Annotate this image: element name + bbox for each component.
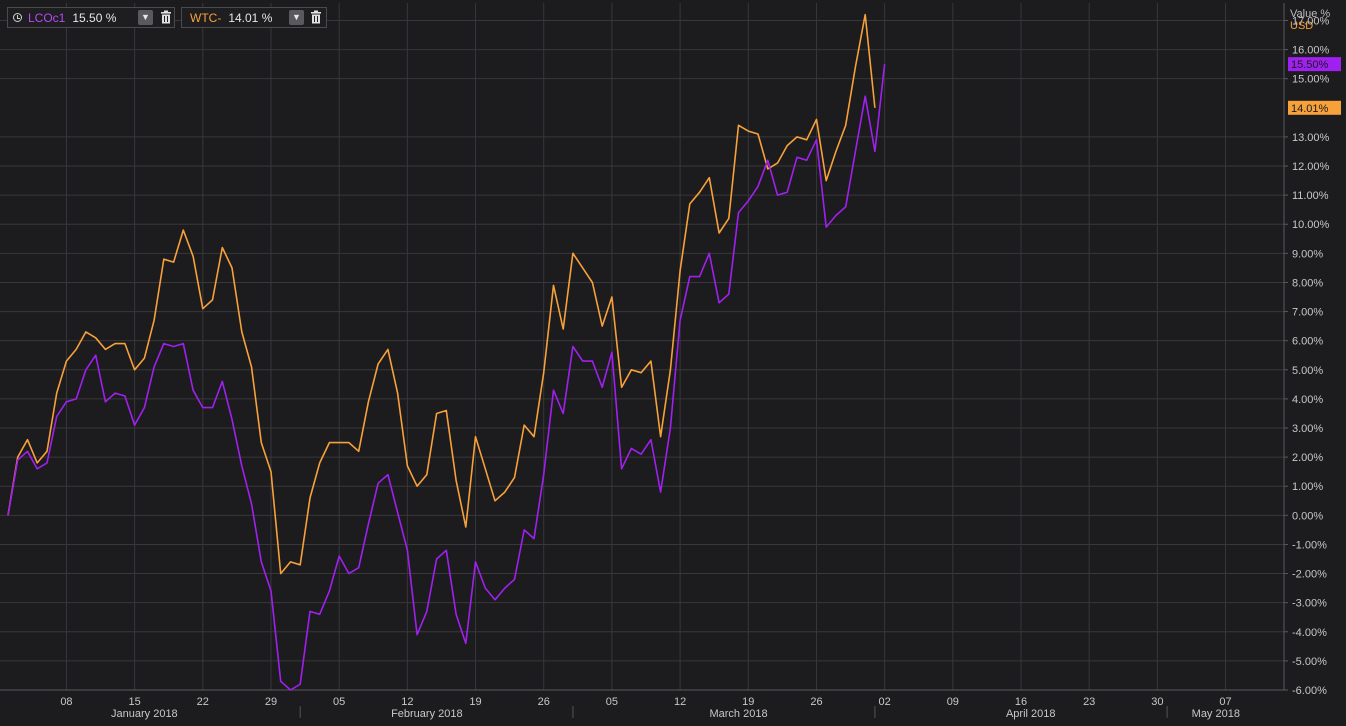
y-tick-label: 4.00%	[1292, 394, 1323, 406]
y-tick-label: 8.00%	[1292, 277, 1323, 289]
x-tick-label: 29	[265, 696, 277, 708]
x-tick-label: 08	[60, 696, 72, 708]
y-tick-label: 6.00%	[1292, 336, 1323, 348]
x-tick-label: 07	[1219, 696, 1231, 708]
y-tick-label: 10.00%	[1292, 219, 1330, 231]
x-tick-label: 16	[1015, 696, 1027, 708]
y-tick-label: 15.00%	[1292, 74, 1330, 86]
x-tick-label: 05	[333, 696, 345, 708]
x-tick-label: 02	[879, 696, 891, 708]
month-label: March 2018	[709, 708, 767, 720]
trash-icon[interactable]	[309, 10, 323, 25]
clock-icon	[13, 13, 22, 22]
x-tick-label: 12	[401, 696, 413, 708]
axes: Value % USD 17.00% 16.00% 15.00% 13.00% 12.0…	[0, 3, 1330, 720]
x-tick-label: 15	[129, 696, 141, 708]
legend-value-lcoc1: 15.50 %	[72, 10, 117, 25]
month-label: May 2018	[1192, 708, 1240, 720]
grid	[0, 3, 1284, 691]
last-value-label: 15.50%	[1291, 59, 1329, 71]
series	[7, 13, 886, 691]
chevron-down-icon[interactable]: ▼	[138, 10, 153, 25]
y-tick-label: 7.00%	[1292, 307, 1323, 319]
x-tick-label: 05	[606, 696, 618, 708]
legend-name-lcoc1: LCOc1	[28, 10, 66, 25]
y-axis-header-usd: USD	[1290, 20, 1313, 32]
y-tick-label: 16.00%	[1292, 45, 1330, 57]
last-value-tag	[1288, 57, 1341, 72]
y-tick-label: 0.00%	[1292, 510, 1323, 522]
series-line-lcoc1[interactable]	[7, 64, 886, 691]
last-value-labels: 15.50% 14.01%	[1288, 57, 1341, 115]
legend-item-lcoc1[interactable]: LCOc1 15.50 % ▼	[7, 7, 175, 28]
x-tick-label: 19	[742, 696, 754, 708]
x-tick-label: 26	[810, 696, 822, 708]
trash-icon[interactable]	[159, 10, 173, 25]
chevron-down-icon[interactable]: ▼	[289, 10, 304, 25]
x-tick-label: 30	[1151, 696, 1163, 708]
x-tick-label: 22	[197, 696, 209, 708]
x-tick-label: 19	[469, 696, 481, 708]
last-value-tag	[1288, 100, 1341, 115]
x-tick-label: 09	[947, 696, 959, 708]
series-line-wtc[interactable]	[7, 13, 876, 575]
month-label: February 2018	[391, 708, 463, 720]
x-tick-label: 12	[674, 696, 686, 708]
y-tick-label: 1.00%	[1292, 481, 1323, 493]
y-tick-label: 5.00%	[1292, 365, 1323, 377]
y-tick-label: 13.00%	[1292, 132, 1330, 144]
y-tick-label: 11.00%	[1292, 190, 1329, 202]
last-value-label: 14.01%	[1291, 103, 1329, 115]
y-tick-label: 3.00%	[1292, 423, 1323, 435]
legend-name-wtc: WTC-	[190, 10, 222, 25]
legend-item-wtc[interactable]: WTC- 14.01 % ▼	[181, 7, 327, 28]
y-tick-label: -4.00%	[1292, 627, 1327, 639]
y-tick-label: 2.00%	[1292, 452, 1323, 464]
y-tick-label: -3.00%	[1292, 598, 1327, 610]
y-tick-label: -1.00%	[1292, 539, 1327, 551]
month-label: April 2018	[1006, 708, 1056, 720]
y-tick-label: -5.00%	[1292, 656, 1327, 668]
y-tick-label: 9.00%	[1292, 248, 1323, 260]
y-axis-header-value: Value %	[1290, 8, 1330, 20]
y-tick-label: 12.00%	[1292, 161, 1330, 173]
x-tick-label: 23	[1083, 696, 1095, 708]
legend-value-wtc: 14.01 %	[228, 10, 273, 25]
month-label: January 2018	[111, 708, 178, 720]
y-tick-label: -6.00%	[1292, 685, 1327, 697]
y-tick-label: -2.00%	[1292, 569, 1327, 581]
x-tick-label: 26	[538, 696, 550, 708]
y-tick-label: 17.00%	[1292, 15, 1330, 27]
